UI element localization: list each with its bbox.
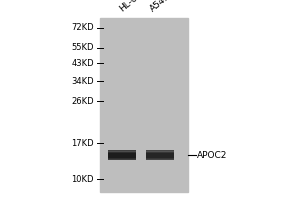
Text: 55KD: 55KD [71,44,94,52]
Bar [108,158,136,159]
Bar [108,151,136,152]
Bar [146,150,174,152]
Bar [100,18,188,192]
Bar [108,158,136,160]
Bar [146,158,174,160]
Bar [108,150,136,152]
Text: 43KD: 43KD [71,58,94,68]
Bar [146,150,174,160]
Text: 34KD: 34KD [71,76,94,86]
Bar [146,151,174,152]
Text: HL-60: HL-60 [118,0,144,14]
Bar [146,158,174,159]
Text: APOC2: APOC2 [197,150,227,160]
Text: 17KD: 17KD [71,138,94,148]
Bar [108,150,136,160]
Text: 10KD: 10KD [71,174,94,184]
Text: A549: A549 [148,0,172,14]
Text: 26KD: 26KD [71,97,94,106]
Text: 72KD: 72KD [71,23,94,32]
